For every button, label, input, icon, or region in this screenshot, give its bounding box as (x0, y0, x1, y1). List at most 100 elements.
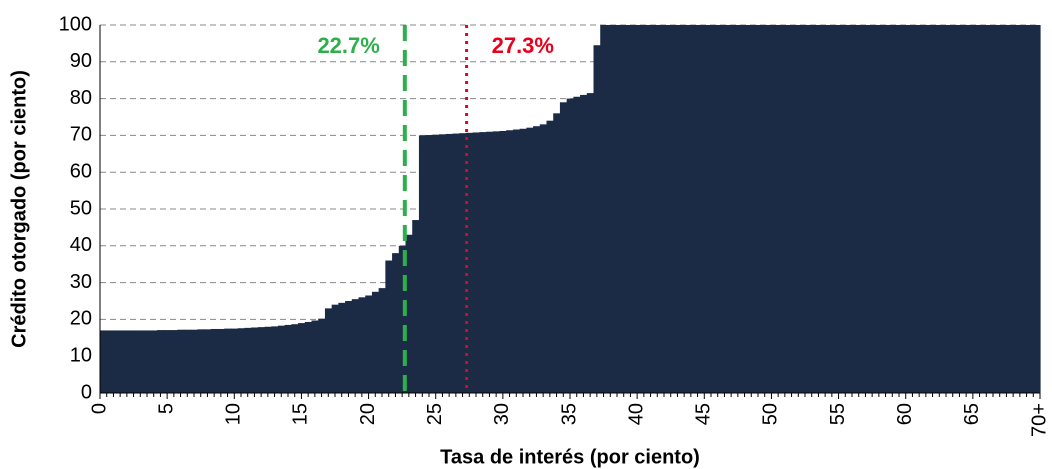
bar (298, 323, 306, 393)
bar (318, 318, 326, 393)
y-tick-label: 90 (70, 50, 92, 72)
annotation-label: 22.7% (317, 33, 379, 58)
x-tick-label: 65 (961, 403, 983, 425)
bar (224, 328, 232, 393)
bar (956, 25, 964, 393)
bar (929, 25, 937, 393)
bar (230, 328, 239, 393)
bar (271, 326, 279, 393)
bar (405, 234, 413, 393)
bar (345, 301, 353, 393)
bar (257, 327, 266, 393)
bar (888, 25, 897, 393)
bar (674, 25, 682, 393)
y-tick-label: 20 (70, 308, 92, 330)
bar (365, 295, 373, 393)
bar (801, 25, 809, 393)
bar (331, 304, 339, 393)
annotation-label: 27.3% (492, 33, 554, 58)
bar (251, 327, 259, 393)
bar (204, 329, 212, 393)
bar (553, 113, 561, 393)
bar (378, 288, 386, 393)
bar (190, 329, 198, 393)
bar (506, 130, 514, 394)
bar (821, 25, 830, 393)
bar (559, 102, 568, 393)
bar (942, 25, 950, 393)
bar (217, 328, 225, 393)
x-tick-label: 30 (491, 403, 513, 425)
bar (721, 25, 729, 393)
bar (351, 299, 360, 393)
bar (962, 25, 971, 393)
bar (848, 25, 856, 393)
bar (445, 133, 454, 394)
bar (163, 330, 172, 393)
bar (747, 25, 756, 393)
bar (100, 330, 104, 393)
y-tick-label: 60 (70, 160, 92, 182)
y-tick-label: 40 (70, 234, 92, 256)
bar (392, 253, 400, 393)
bar (754, 25, 762, 393)
y-tick-label: 10 (70, 344, 92, 366)
bar (291, 324, 299, 393)
bar (123, 330, 131, 393)
bar (875, 25, 883, 393)
x-tick-label: 45 (693, 403, 715, 425)
bar (781, 25, 789, 393)
bar (499, 130, 507, 393)
bar (909, 25, 917, 393)
bar (418, 135, 427, 393)
bar (264, 326, 272, 393)
x-tick-label: 60 (894, 403, 916, 425)
bar (774, 25, 783, 393)
bar (855, 25, 863, 393)
bar (479, 132, 487, 393)
bar (311, 320, 319, 393)
bar (210, 328, 219, 393)
x-tick-label: 0 (88, 403, 110, 414)
bar (922, 25, 930, 393)
bar (714, 25, 722, 393)
x-tick-label: 50 (760, 403, 782, 425)
bar (835, 25, 843, 393)
bar (304, 321, 313, 393)
bar (492, 131, 501, 394)
y-tick-label: 80 (70, 87, 92, 109)
bar (385, 260, 393, 393)
bar (808, 25, 816, 393)
x-tick-label: 40 (625, 403, 647, 425)
bar (1029, 25, 1038, 393)
bar (472, 132, 480, 393)
bar (882, 25, 890, 393)
bar (647, 25, 655, 393)
bar (707, 25, 715, 393)
bar (358, 297, 366, 393)
y-tick-label: 30 (70, 271, 92, 293)
bar (915, 25, 924, 393)
bar (130, 330, 138, 393)
bar (794, 25, 803, 393)
bar (412, 220, 420, 393)
bar (398, 245, 407, 393)
bar (116, 330, 125, 393)
bar (727, 25, 736, 393)
bar (1023, 25, 1031, 393)
y-axis-title: Crédito otorgado (por ciento) (8, 70, 30, 348)
bar (989, 25, 997, 393)
bar (110, 330, 118, 393)
bar (895, 25, 903, 393)
bar (512, 129, 521, 393)
bar (526, 127, 534, 393)
bar (465, 132, 474, 393)
bar (600, 25, 608, 393)
bar (902, 25, 910, 393)
bar (586, 93, 595, 393)
bar (432, 134, 440, 393)
bar (324, 308, 333, 393)
bar (197, 329, 205, 393)
bar (338, 302, 346, 393)
